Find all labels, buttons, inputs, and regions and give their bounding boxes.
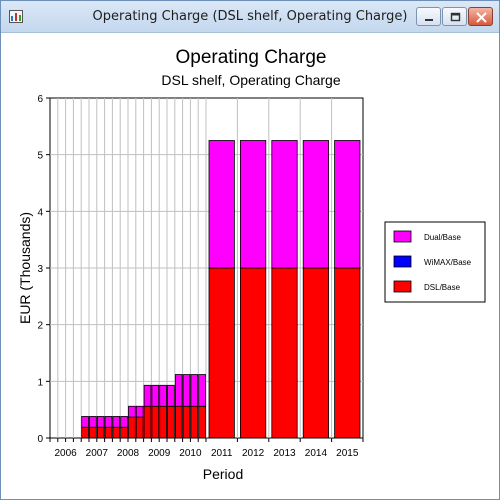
bar-dual-base	[302, 140, 330, 269]
bar-dsl-base	[96, 426, 105, 439]
bar-dual-base	[182, 374, 191, 407]
window-title: Operating Charge (DSL shelf, Operating C…	[92, 9, 408, 24]
bar-dsl-base	[81, 426, 89, 439]
bar-dual-base	[239, 140, 267, 269]
x-tick-label: 2014	[305, 448, 328, 459]
x-tick-label: 2013	[273, 448, 296, 459]
bar-dsl-base	[112, 426, 121, 439]
legend-label: DSL/Base	[424, 283, 461, 292]
bar-dsl-base	[334, 267, 361, 439]
bar-dual-base	[120, 416, 128, 428]
maximize-icon	[450, 12, 461, 22]
bar-dual-base	[190, 374, 199, 407]
bar-dual-base	[271, 140, 298, 269]
x-tick-label: 2007	[86, 448, 109, 459]
chart-title: Operating Charge	[175, 47, 326, 68]
bar-dsl-base	[151, 405, 160, 439]
bar-dsl-base	[302, 267, 330, 439]
y-tick-label: 1	[37, 377, 43, 388]
bar-dsl-base	[239, 267, 267, 439]
bar-dual-base	[96, 416, 105, 428]
bar-dsl-base	[167, 405, 175, 439]
bar-dual-base	[198, 374, 206, 407]
title-bar[interactable]: Operating Charge (DSL shelf, Operating C…	[1, 1, 499, 33]
bar-dsl-base	[190, 405, 199, 439]
x-tick-label: 2009	[148, 448, 171, 459]
close-button[interactable]	[468, 7, 493, 26]
bar-dual-base	[128, 405, 136, 418]
legend: Dual/Base WiMAX/Base DSL/Base	[384, 221, 486, 303]
y-axis-label: EUR (Thousands)	[17, 212, 33, 324]
bar-dsl-base	[143, 405, 152, 439]
y-tick-label: 6	[37, 94, 43, 105]
legend-label: WiMAX/Base	[424, 258, 472, 267]
plot-area: 0 1 2 3 4 5 6 2006 2007 2008 2009 2010 2011 2012 2013 2…	[37, 94, 364, 459]
x-tick-label: 2015	[336, 448, 359, 459]
stacked-bar-chart: Operating Charge DSL shelf, Operating Ch…	[17, 47, 486, 482]
y-tick-label: 3	[37, 264, 43, 275]
bar-dual-base	[174, 374, 183, 407]
maximize-button[interactable]	[442, 7, 467, 26]
bar-dsl-base	[89, 426, 97, 439]
y-tick-label: 5	[37, 151, 43, 162]
bar-dual-base	[208, 140, 235, 269]
bar-dsl-base	[208, 267, 235, 439]
bar-dual-base	[112, 416, 121, 428]
bar-dsl-base	[104, 426, 113, 439]
bar-dsl-base	[128, 416, 136, 439]
y-tick-label: 2	[37, 321, 43, 332]
bar-dual-base	[104, 416, 113, 428]
x-axis-label: Period	[203, 466, 243, 482]
bar-dsl-base	[198, 405, 206, 439]
legend-swatch	[393, 280, 412, 293]
close-icon	[476, 12, 487, 23]
bar-dsl-base	[174, 405, 183, 439]
bar-dsl-base	[182, 405, 191, 439]
bar-dsl-base	[159, 405, 167, 439]
bar-dual-base	[135, 405, 144, 418]
bar-dual-base	[334, 140, 361, 269]
legend-swatch	[393, 230, 412, 243]
x-tick-label: 2006	[54, 448, 77, 459]
bar-dual-base	[159, 384, 167, 407]
legend-swatch	[393, 255, 412, 268]
bar-dsl-base	[135, 416, 144, 439]
x-tick-label: 2010	[179, 448, 202, 459]
x-tick-label: 2011	[211, 448, 233, 459]
bar-dual-base	[143, 384, 152, 407]
bar-dsl-base	[271, 267, 298, 439]
chart-app-icon[interactable]	[9, 10, 23, 23]
y-tick-label: 0	[37, 434, 43, 445]
bar-dsl-base	[120, 426, 128, 439]
legend-label: Dual/Base	[424, 233, 461, 242]
bar-dual-base	[151, 384, 160, 407]
y-tick-label: 4	[37, 207, 43, 218]
x-tick-label: 2008	[117, 448, 140, 459]
minimize-button[interactable]	[416, 7, 441, 26]
minimize-icon	[425, 19, 433, 21]
bar-dual-base	[89, 416, 97, 428]
x-tick-label: 2012	[242, 448, 265, 459]
chart-subtitle: DSL shelf, Operating Charge	[161, 72, 340, 88]
bar-dual-base	[167, 384, 175, 407]
bar-dual-base	[81, 416, 89, 428]
